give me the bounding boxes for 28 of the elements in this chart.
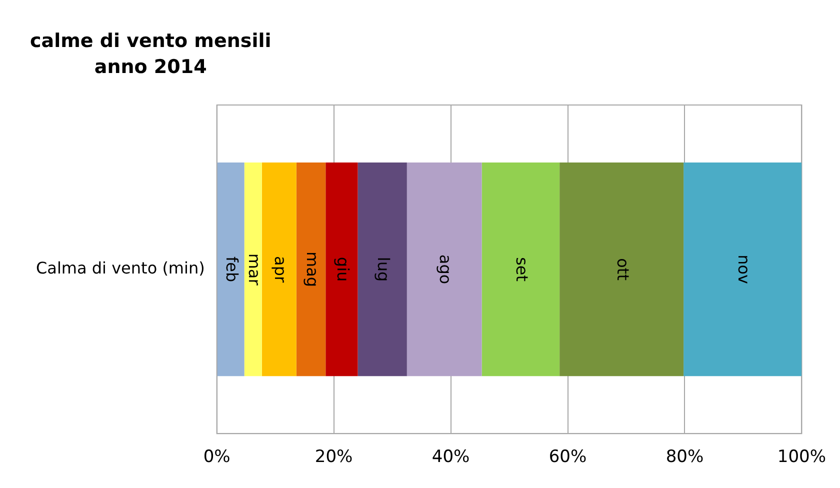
bar [560, 162, 684, 376]
series-label: ott [613, 258, 632, 280]
series-label: mag [302, 252, 322, 288]
series-label: nov [734, 254, 754, 284]
x-tick-label: 80% [666, 447, 704, 468]
x-tick-label: 100% [777, 447, 826, 468]
bar [217, 162, 244, 376]
bar [406, 162, 482, 376]
bar [358, 162, 407, 376]
series-label: mar [244, 253, 264, 286]
bar [684, 162, 802, 376]
series-label: ago [436, 254, 456, 284]
x-tick-label: 60% [548, 447, 587, 468]
bar [296, 162, 326, 376]
bar [262, 162, 296, 376]
series-label: set [512, 257, 532, 282]
bar [482, 162, 560, 376]
x-tick-label: 20% [314, 447, 353, 468]
x-tick-label: 0% [203, 447, 230, 468]
series-label: apr [270, 256, 290, 283]
series-label: feb [222, 256, 242, 282]
series-label: lug [374, 256, 394, 282]
y-tick-label: Calma di vento (min) [36, 258, 205, 278]
chart-title: calme di vento mensili anno 2014 [30, 29, 272, 80]
series-label: giu [334, 256, 353, 282]
bar [326, 162, 358, 376]
bar [244, 162, 262, 376]
x-tick-label: 40% [432, 447, 470, 468]
